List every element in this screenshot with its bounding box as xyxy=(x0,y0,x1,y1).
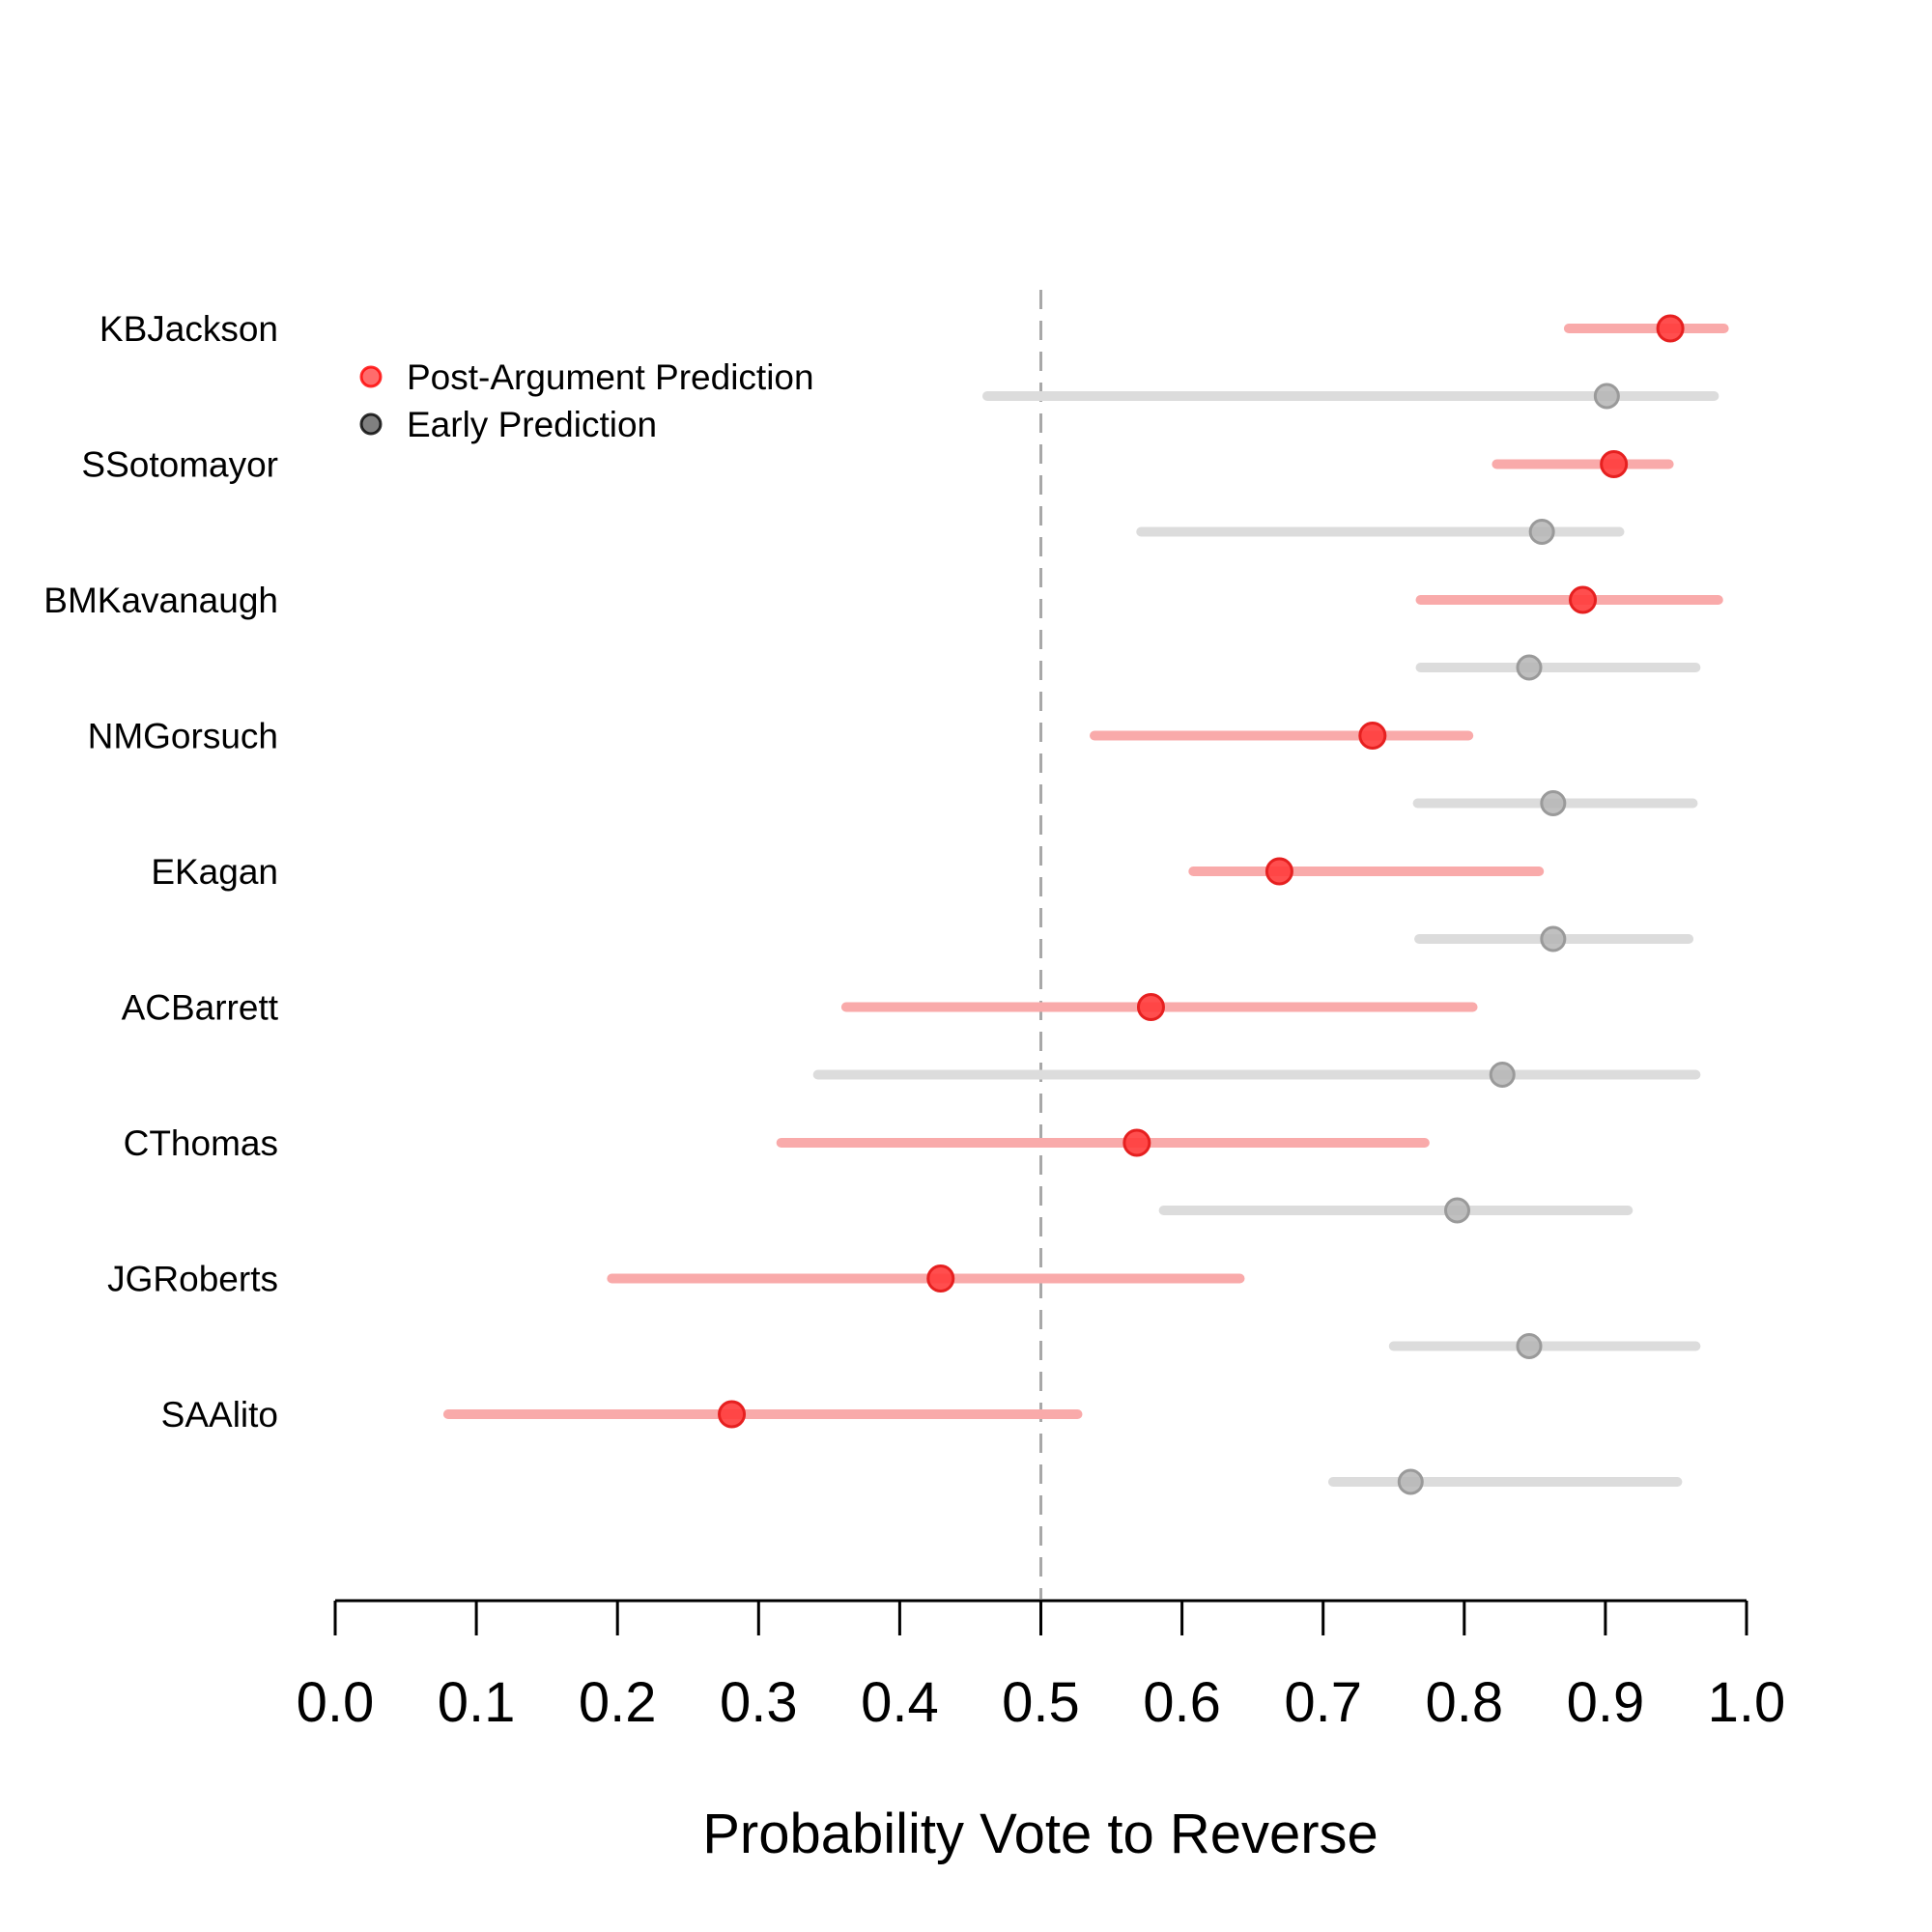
early-point-bmkavanaugh xyxy=(1516,654,1543,681)
justice-label-cthomas: CThomas xyxy=(124,1123,278,1163)
early-point-ssotomayor xyxy=(1528,519,1555,545)
x-tick-label-4: 0.4 xyxy=(861,1671,939,1734)
early-point-cthomas xyxy=(1443,1197,1470,1224)
justice-label-jgroberts: JGRoberts xyxy=(107,1260,278,1299)
x-tick-label-1: 0.1 xyxy=(438,1671,516,1734)
post-point-jgroberts xyxy=(926,1264,955,1293)
justice-label-kbjackson: KBJackson xyxy=(99,309,278,349)
post-point-kbjackson xyxy=(1656,314,1685,343)
early-point-nmgorsuch xyxy=(1540,790,1567,816)
justice-label-layer: KBJackson SSotomayor BMKavanaugh NMGorsuch E… xyxy=(43,309,278,1435)
legend-early-marker xyxy=(359,412,383,436)
x-axis: 0.0 0.1 0.2 0.3 0.4 0.5 0.6 0.7 0.8 0.9 1.0 xyxy=(297,1599,1786,1734)
justice-label-ekagan: EKagan xyxy=(151,852,278,892)
x-axis-title: Probability Vote to Reverse xyxy=(702,1803,1378,1865)
legend-post-marker xyxy=(359,365,383,388)
justice-label-saalito: SAAlito xyxy=(161,1395,278,1435)
x-tick-label-7: 0.7 xyxy=(1284,1671,1362,1734)
early-point-ekagan xyxy=(1540,925,1567,952)
early-point-kbjackson xyxy=(1593,383,1620,410)
x-tick-label-8: 0.8 xyxy=(1425,1671,1503,1734)
x-tick-label-3: 0.3 xyxy=(720,1671,798,1734)
x-tick-label-10: 1.0 xyxy=(1708,1671,1786,1734)
legend: Post-Argument Prediction Early Predictio… xyxy=(359,357,814,444)
justice-label-bmkavanaugh: BMKavanaugh xyxy=(43,581,278,620)
x-tick-label-0: 0.0 xyxy=(297,1671,375,1734)
justice-label-nmgorsuch: NMGorsuch xyxy=(88,717,278,756)
legend-post-label: Post-Argument Prediction xyxy=(407,357,814,397)
justice-label-acbarrett: ACBarrett xyxy=(122,988,279,1028)
post-point-bmkavanaugh xyxy=(1569,585,1598,614)
interval-layer xyxy=(442,324,1729,1487)
post-point-nmgorsuch xyxy=(1358,722,1387,750)
post-point-cthomas xyxy=(1122,1128,1151,1157)
early-point-acbarrett xyxy=(1489,1062,1516,1088)
legend-early-label: Early Prediction xyxy=(407,405,657,444)
justice-label-ssotomayor: SSotomayor xyxy=(81,445,278,485)
x-tick-label-5: 0.5 xyxy=(1002,1671,1080,1734)
x-tick-label-2: 0.2 xyxy=(579,1671,657,1734)
post-point-acbarrett xyxy=(1136,993,1165,1021)
early-point-jgroberts xyxy=(1516,1333,1543,1359)
point-layer xyxy=(718,314,1685,1495)
x-tick-label-6: 0.6 xyxy=(1143,1671,1221,1734)
x-tick-label-9: 0.9 xyxy=(1567,1671,1645,1734)
post-point-saalito xyxy=(718,1400,747,1429)
early-point-saalito xyxy=(1397,1468,1424,1495)
post-point-ssotomayor xyxy=(1600,450,1629,478)
post-point-ekagan xyxy=(1264,857,1293,886)
